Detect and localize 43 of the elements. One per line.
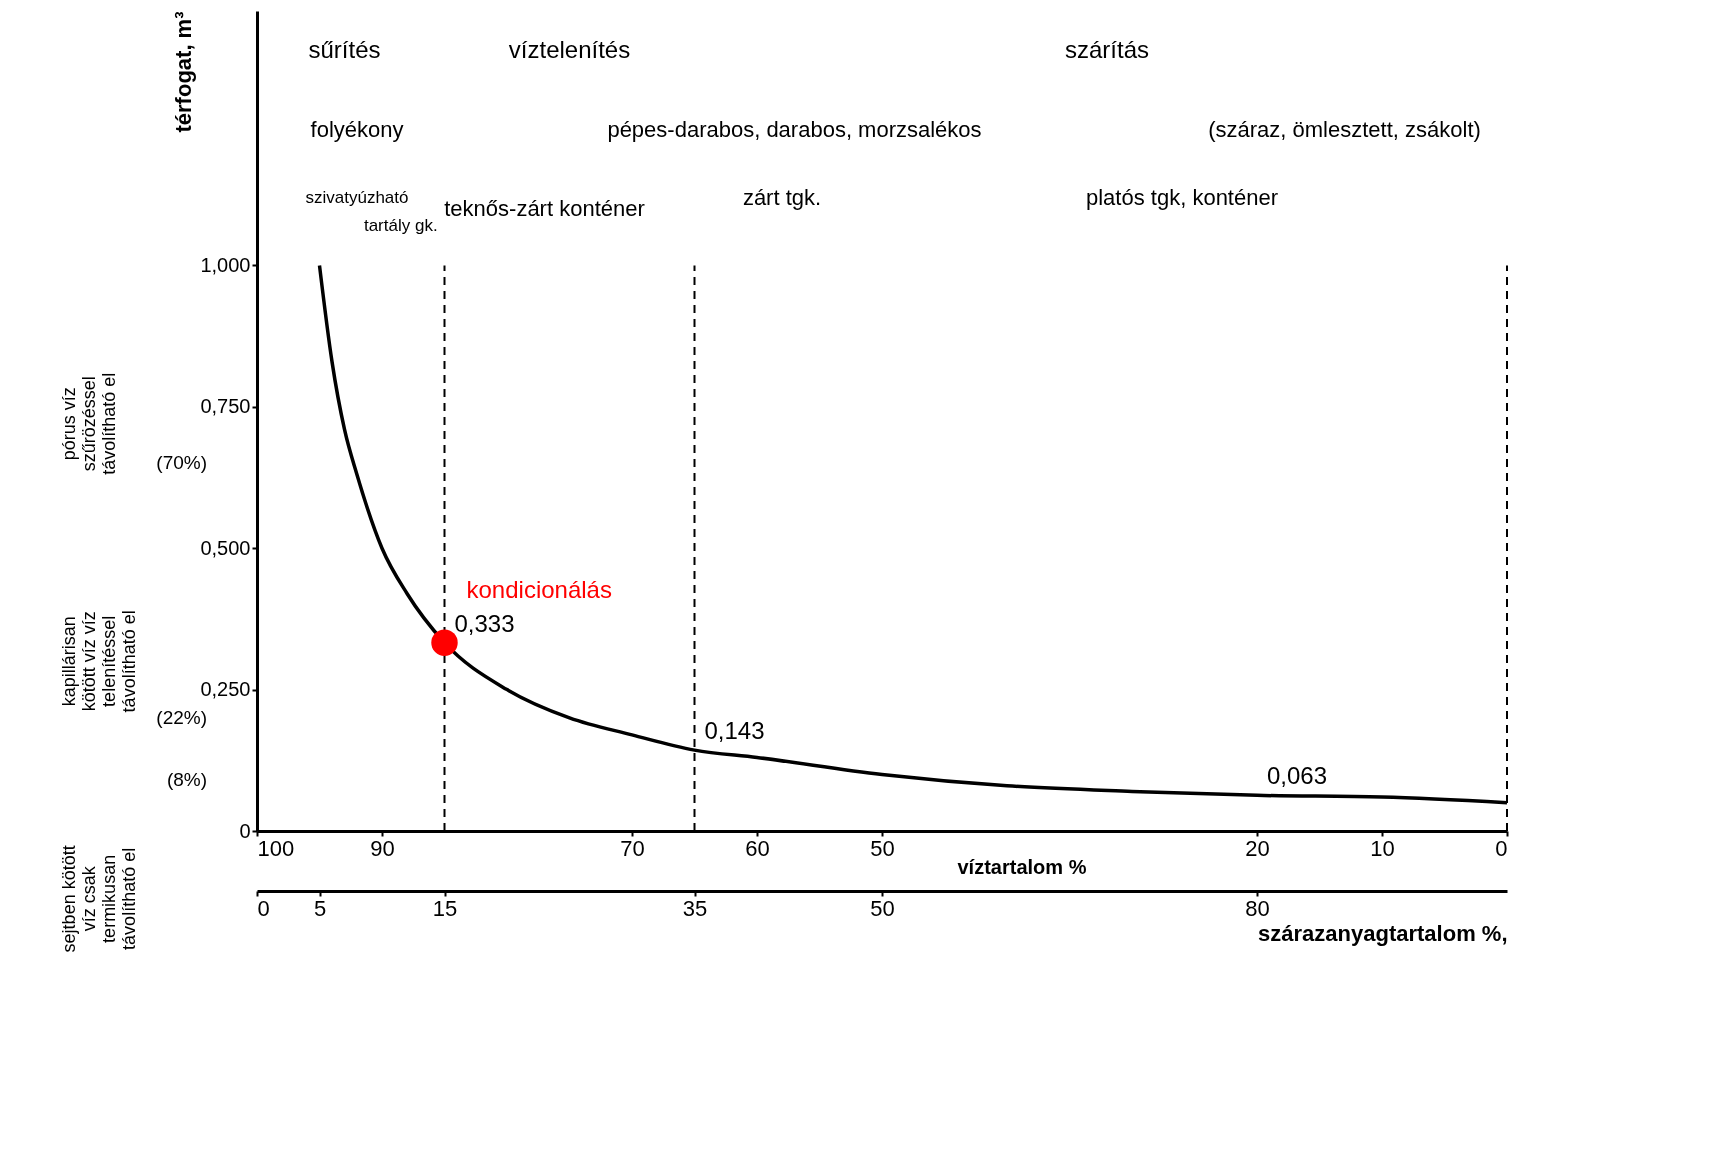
x2-tick-label: 10 <box>1370 835 1395 861</box>
annotation: platós tgk, konténer <box>1085 184 1279 210</box>
x-tick-label: 50 <box>870 895 895 921</box>
y-tick-label: 0,750 <box>200 395 251 418</box>
x-tick-label: 35 <box>682 895 708 921</box>
x2-tick-label: 50 <box>870 835 895 861</box>
annotation: kondicionálás <box>466 575 612 603</box>
text: (70%) <box>156 452 207 474</box>
text: (8%) <box>166 769 207 791</box>
x2-tick-label: 20 <box>1245 835 1270 861</box>
x-axis-title: szárazanyagtartalom %, <box>1258 920 1508 946</box>
y-tick-label: 0,250 <box>200 678 251 701</box>
data-label: 0,143 <box>704 717 765 745</box>
x2-tick-label: 100 <box>257 835 295 861</box>
x2-tick-label: 60 <box>745 835 770 861</box>
x-tick-label: 5 <box>313 895 327 921</box>
annotation: folyékony <box>310 116 404 142</box>
text: kapillárisan kötött víz víztelenítéssel távolítható el <box>58 610 139 713</box>
annotation: szivatyúzható <box>305 187 409 207</box>
annotation: (száraz, ömlesztett, zsákolt) <box>1208 116 1481 142</box>
data-label: 0,063 <box>1267 762 1328 790</box>
data-label: 0,333 <box>454 609 515 637</box>
x-tick-label: 15 <box>432 895 458 921</box>
annotation: zárt tgk. <box>742 184 822 210</box>
x-tick-label: 0 <box>257 895 270 921</box>
y-tick-label: 0,500 <box>200 536 251 559</box>
annotation: tartály gk. <box>363 215 438 235</box>
x2-axis-title: víztartalom % <box>957 855 1087 878</box>
y-tick-label: 0 <box>239 819 251 842</box>
annotation: víztelenítés <box>508 35 631 63</box>
annotation: teknős-zárt konténer <box>444 195 645 221</box>
annotation: szárítás <box>1064 35 1150 63</box>
x2-tick-label: 90 <box>370 835 395 861</box>
x2-tick-label: 70 <box>620 835 645 861</box>
text: pórus víz szűrözéssel távolítható el <box>58 372 119 475</box>
annotation: pépes-darabos, darabos, morzsalékos <box>607 116 982 142</box>
x2-tick-label: 0 <box>1495 835 1508 861</box>
text: (22%) <box>156 706 207 728</box>
text: sejtben kötött víz csak termikusan távolítható el <box>58 845 139 953</box>
y-tick-label: 1,000 <box>200 253 251 276</box>
annotation: sűrítés <box>308 35 381 63</box>
x-tick-label: 80 <box>1245 895 1270 921</box>
y-axis-title: térfogat, m³ <box>171 11 197 133</box>
